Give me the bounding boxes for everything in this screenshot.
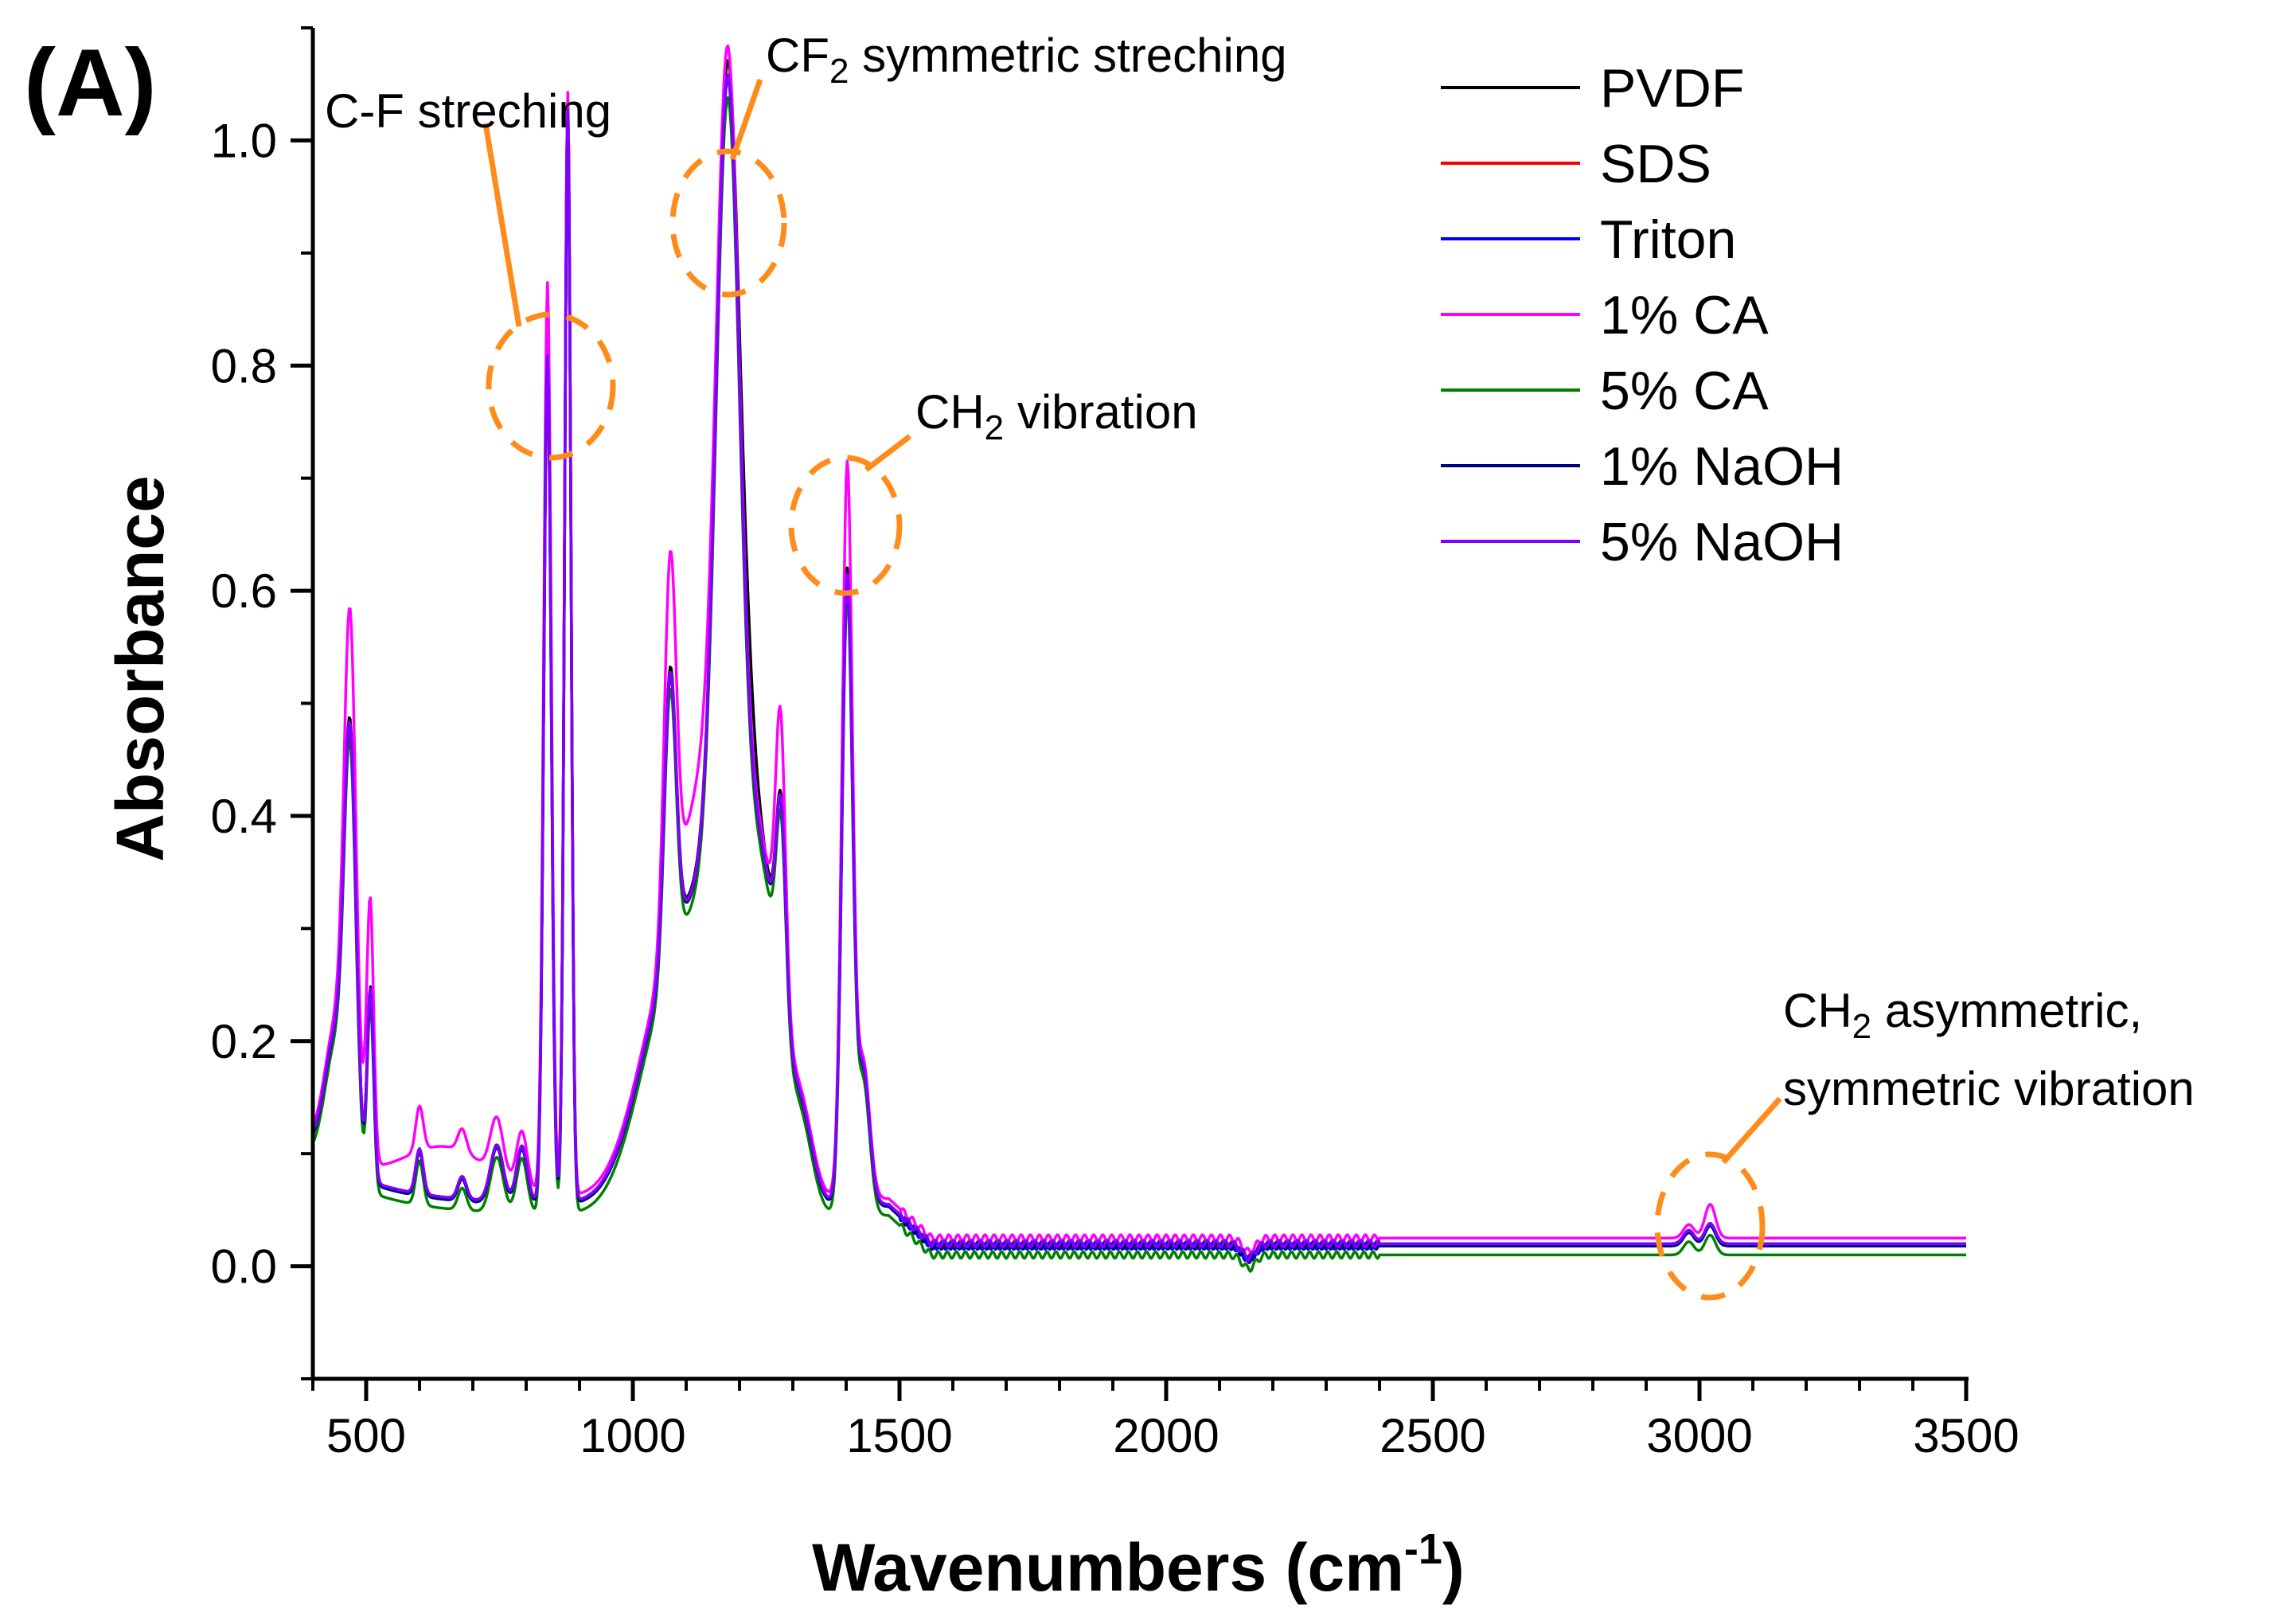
annotation-label-1: CF2 symmetric streching [766,29,1287,91]
annotation-leader-ch2-asym [1721,1096,1782,1165]
x-axis-title-main: Wavenumbers (cm [812,1530,1404,1605]
annotation-text: CF [766,29,829,82]
annotation-circle-ch2-asym [1654,1151,1766,1301]
y-tick-label: 1.0 [211,114,277,167]
series-line-4 [311,96,1967,1273]
series-line-3 [311,44,1967,1255]
legend-label-4: 5% CA [1600,361,1769,421]
annotation-subscript: 2 [1852,1007,1871,1046]
annotation-label-0: C-F streching [325,84,611,138]
annotation-leader-ch2 [864,434,912,472]
x-axis-title-sup: -1 [1404,1525,1442,1573]
annotation-text: C-F streching [325,84,611,138]
annotation-text: CH [915,385,985,439]
annotation-text: CH [1783,984,1852,1037]
x-tick-label: 1000 [580,1409,685,1462]
x-tick-label: 1500 [846,1409,952,1462]
x-tick-label: 3500 [1913,1409,2019,1462]
y-tick-label: 0.0 [211,1240,277,1294]
annotation-text-rest: asymmetric, [1871,984,2142,1037]
annotation-label-3: CH2 asymmetric, [1783,984,2142,1046]
legend-label-0: PVDF [1600,58,1744,119]
annotation-circle-ch2 [788,455,903,596]
series-line-6 [311,73,1967,1263]
x-axis-title-end: ) [1442,1530,1465,1605]
annotation-text: symmetric vibration [1783,1062,2195,1115]
y-tick-label: 0.4 [211,790,277,843]
annotation-leader-cf [482,123,522,327]
y-tick-label: 0.6 [211,564,277,618]
ticks-layer: 500 1000 1500 2000 2500 3000 3500 0.0 0.2 0.4 0.6 0… [211,26,2019,1462]
annotation-text-rest: symmetric streching [849,29,1286,82]
annotation-label-4: symmetric vibration [1783,1062,2195,1115]
x-tick-label: 2500 [1379,1409,1485,1462]
annotation-circle-cf2 [669,148,787,298]
annotation-circle-cf [486,311,616,461]
legend-label-2: Triton [1600,209,1736,270]
x-tick-label: 500 [326,1409,406,1462]
annotation-subscript: 2 [829,52,849,91]
x-tick-label: 3000 [1646,1409,1752,1462]
y-tick-label: 0.2 [211,1015,277,1068]
x-axis-title: Wavenumbers (cm-1) [812,1525,1465,1605]
legend-label-5: 1% NaOH [1600,436,1844,497]
legend: PVDF SDS Triton 1% CA 5% CA 1% NaOH 5% NaOH [1441,58,1844,572]
annotation-subscript: 2 [985,408,1004,447]
legend-label-1: SDS [1600,134,1711,194]
x-tick-label: 2000 [1113,1409,1219,1462]
series-layer [311,44,1967,1273]
y-axis-title: Absorbance [103,475,178,861]
y-tick-label: 0.8 [211,339,277,392]
panel-label: (A) [24,29,157,136]
legend-label-6: 5% NaOH [1600,512,1844,572]
annotation-label-2: CH2 vibration [915,385,1198,447]
legend-label-3: 1% CA [1600,285,1769,345]
annotation-leader-cf2 [729,78,763,161]
annotation-text-rest: vibration [1004,385,1197,439]
